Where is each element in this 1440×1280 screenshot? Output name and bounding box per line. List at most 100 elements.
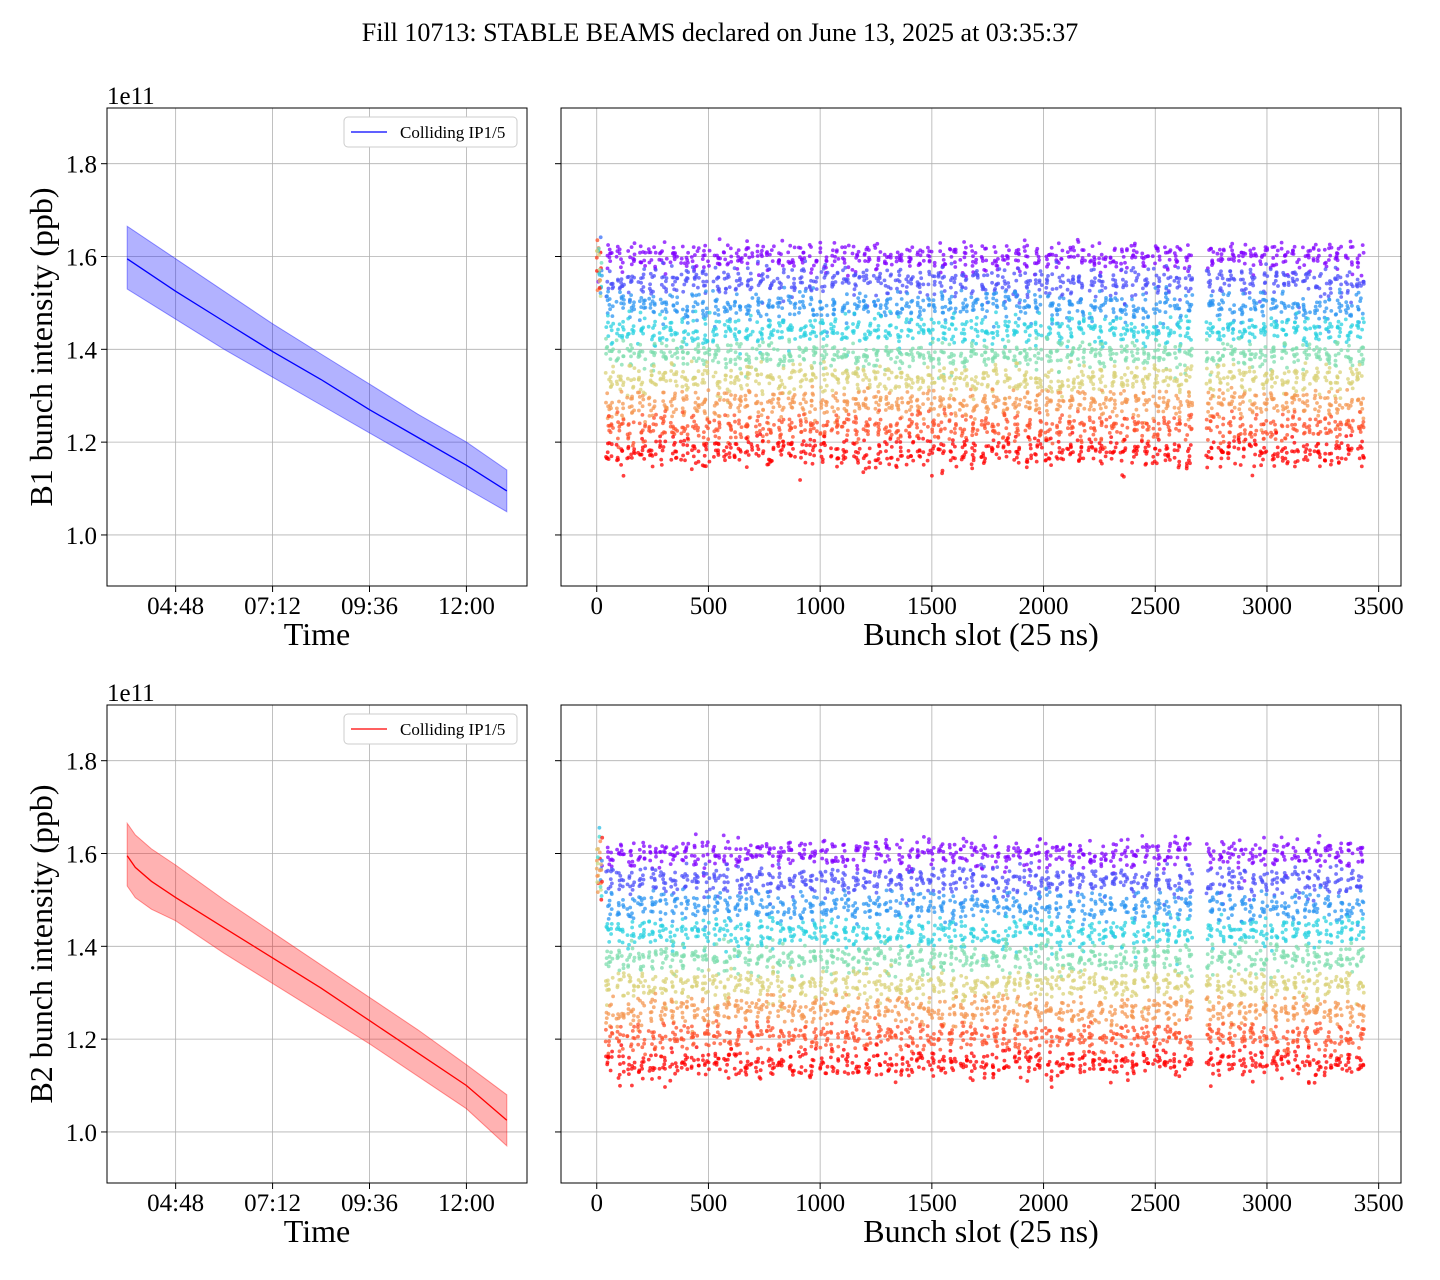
bunch-point xyxy=(668,260,673,265)
bunch-point xyxy=(974,257,979,262)
bunch-point xyxy=(989,331,994,335)
bunch-point xyxy=(947,396,952,401)
bunch-point xyxy=(723,290,728,295)
bunch-point xyxy=(925,293,930,297)
bunch-point xyxy=(745,449,750,454)
bunch-point xyxy=(1146,267,1151,272)
bunch-point xyxy=(818,448,823,453)
bunch-point xyxy=(810,371,815,376)
bunch-point xyxy=(1189,364,1194,368)
bunch-point xyxy=(744,358,748,362)
bunch-point xyxy=(1110,325,1115,330)
bunch-point xyxy=(915,449,920,454)
bunch-point xyxy=(749,365,754,370)
bunch-point xyxy=(996,273,1000,278)
bunch-point xyxy=(1023,249,1027,253)
bunch-point xyxy=(636,352,641,357)
bunch-point xyxy=(712,455,716,459)
bunch-point xyxy=(1036,356,1041,361)
bunch-point xyxy=(1154,329,1159,333)
bunch-point xyxy=(1162,272,1166,277)
bunch-point xyxy=(1057,369,1061,374)
bunch-point xyxy=(836,380,841,385)
bunch-point xyxy=(788,294,792,299)
bunch-point xyxy=(711,374,716,379)
bunch-point xyxy=(637,408,641,413)
bunch-point xyxy=(927,249,932,254)
bunch-point xyxy=(660,448,665,453)
bunch-point xyxy=(737,457,742,462)
bunch-point xyxy=(974,297,979,302)
bunch-point xyxy=(1161,357,1166,362)
bunch-point xyxy=(1167,283,1172,288)
bunch-point xyxy=(670,283,675,287)
bunch-point xyxy=(747,358,752,362)
bunch-point xyxy=(959,288,964,293)
bunch-point xyxy=(1184,373,1189,378)
bunch-point xyxy=(690,259,695,264)
bunch-point xyxy=(1249,307,1253,311)
bunch-point xyxy=(690,265,695,270)
bunch-point xyxy=(985,410,990,414)
bunch-point xyxy=(1227,291,1232,295)
y-tick-label: 1.0 xyxy=(66,523,97,550)
bunch-point xyxy=(738,398,743,403)
bunch-point xyxy=(953,411,958,415)
bunch-point xyxy=(853,273,858,278)
bunch-point xyxy=(1219,252,1224,257)
bunch-point xyxy=(1080,382,1085,387)
bunch-point xyxy=(1022,262,1027,266)
bunch-point xyxy=(993,362,998,367)
bunch-point xyxy=(832,358,836,362)
bunch-point xyxy=(1027,333,1032,338)
bunch-point xyxy=(907,248,912,253)
bunch-point xyxy=(760,337,764,341)
axes-frame xyxy=(106,107,528,587)
bunch-point xyxy=(765,274,770,279)
bunch-point xyxy=(756,453,761,458)
bunch-point xyxy=(1119,267,1124,272)
bunch-point xyxy=(1130,340,1135,345)
bunch-point xyxy=(770,259,775,263)
bunch-point xyxy=(916,330,921,335)
bunch-point xyxy=(647,424,652,429)
bunch-point xyxy=(802,373,807,378)
bunch-point xyxy=(982,338,987,343)
bunch-point xyxy=(777,314,781,319)
bunch-point xyxy=(625,395,630,400)
bunch-point xyxy=(940,265,945,270)
bunch-point xyxy=(686,385,690,390)
bunch-point xyxy=(1185,433,1190,437)
bunch-point xyxy=(1033,281,1038,286)
bunch-point xyxy=(716,313,721,317)
bunch-point xyxy=(1119,261,1123,266)
bunch-point xyxy=(713,265,718,270)
bunch-point xyxy=(1037,406,1042,411)
bunch-point xyxy=(679,256,684,261)
bunch-point xyxy=(1102,364,1107,369)
bunch-point xyxy=(1015,414,1020,418)
bunch-point xyxy=(780,420,784,425)
bunch-point xyxy=(639,280,643,285)
bunch-point xyxy=(1077,320,1082,324)
bunch-point xyxy=(1093,437,1098,442)
bunch-point xyxy=(1208,386,1213,391)
bunch-point xyxy=(767,398,772,403)
bunch-point xyxy=(983,330,988,334)
bunch-point xyxy=(962,255,967,260)
bunch-point xyxy=(685,276,690,281)
bunch-point xyxy=(750,346,755,351)
bunch-point xyxy=(888,437,893,441)
bunch-point xyxy=(638,244,643,249)
bunch-point xyxy=(641,275,645,280)
bunch-point xyxy=(895,250,900,255)
bunch-point xyxy=(748,332,753,337)
bunch-point xyxy=(756,447,761,452)
bunch-point xyxy=(936,413,941,417)
bunch-point xyxy=(1135,421,1140,426)
bunch-point xyxy=(898,416,903,421)
bunch-point xyxy=(690,292,694,297)
bunch-point xyxy=(609,454,614,459)
bunch-point xyxy=(1122,389,1126,393)
bunch-point xyxy=(810,461,815,466)
